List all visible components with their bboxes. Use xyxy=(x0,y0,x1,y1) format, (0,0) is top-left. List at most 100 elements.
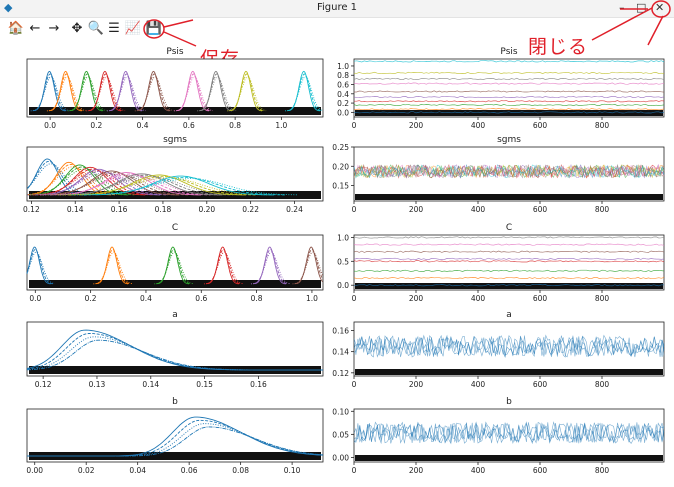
y-tick-label: 0.25 xyxy=(332,143,349,152)
subplot-sgms-density: sgms 0.12 0.14 0.16 0.18 0.20 0.22 0.24 xyxy=(23,135,324,214)
x-tick-label: 0.0 xyxy=(29,294,41,303)
divergence-rug xyxy=(29,366,321,374)
subplot-b-trace: b 0 200 400 600 800 0.00 0.05 0.10 xyxy=(332,397,665,475)
density-curve xyxy=(26,329,323,371)
x-tick-label: 0.14 xyxy=(67,205,84,214)
x-tick-label: 600 xyxy=(533,205,548,214)
trace-line xyxy=(353,334,665,358)
density-curve xyxy=(71,178,298,196)
density-curve xyxy=(26,333,323,371)
density-curve xyxy=(27,426,324,457)
x-tick-label: 0 xyxy=(352,294,357,303)
subplot-title: Psis xyxy=(166,47,183,57)
x-tick-label: 0.06 xyxy=(181,466,198,475)
density-curve xyxy=(205,249,241,285)
density-curve xyxy=(154,251,194,285)
x-tick-label: 0.18 xyxy=(155,205,172,214)
density-curve xyxy=(108,73,144,112)
subplot-psis-density: Psis 0.0 0.2 0.4 0.6 0.8 1.0 xyxy=(26,47,324,130)
density-curve xyxy=(47,176,243,196)
x-tick-label: 0 xyxy=(352,466,357,475)
subplot-title: a xyxy=(506,310,512,320)
x-tick-label: 0.08 xyxy=(232,466,249,475)
window-title: Figure 1 xyxy=(316,2,358,13)
configure-subplots-icon[interactable]: ☰ xyxy=(108,20,120,36)
x-tick-label: 0.10 xyxy=(284,466,301,475)
zoom-icon[interactable]: 🔍 xyxy=(87,20,105,36)
divergence-rug xyxy=(355,194,663,200)
density-curve xyxy=(32,73,68,112)
divergence-rug xyxy=(355,455,663,461)
forward-icon[interactable]: → xyxy=(48,20,60,36)
x-tick-label: 0.2 xyxy=(85,294,97,303)
trace-line xyxy=(353,260,665,263)
trace-line xyxy=(354,284,665,287)
density-curve xyxy=(57,177,269,196)
subplot-sgms-trace: sgms 0 200 400 600 800 0.15 0.20 0.25 xyxy=(332,135,665,214)
x-tick-label: 0 xyxy=(352,205,357,214)
home-icon[interactable]: 🏠 xyxy=(7,20,25,36)
y-tick-label: 0.14 xyxy=(332,348,349,357)
trace-line xyxy=(353,96,665,99)
app-icon: ◆ xyxy=(4,1,13,14)
density-curve xyxy=(252,249,288,285)
trace-line xyxy=(353,269,665,272)
density-curve xyxy=(32,173,197,196)
x-tick-label: 600 xyxy=(533,121,548,130)
subplot-title: Psis xyxy=(500,47,517,57)
x-tick-label: 0.15 xyxy=(196,380,213,389)
trace-line xyxy=(353,108,665,111)
x-tick-label: 0.4 xyxy=(137,121,149,130)
subplot-c-trace: C 0 200 400 600 800 0.0 0.5 1.0 xyxy=(337,223,665,303)
edit-axes-icon[interactable]: 📈 xyxy=(124,20,142,36)
subplot-title: b xyxy=(172,397,178,407)
divergence-rug xyxy=(355,110,663,116)
density-curve xyxy=(292,251,324,285)
x-tick-label: 0.22 xyxy=(242,205,259,214)
subplot-c-density: C 0.0 0.2 0.4 0.6 0.8 1.0 xyxy=(26,223,324,303)
density-curve xyxy=(26,339,323,371)
axes-frame xyxy=(353,408,665,463)
x-tick-label: 0.24 xyxy=(286,205,303,214)
x-tick-label: 0.02 xyxy=(78,466,95,475)
density-curve xyxy=(69,73,105,112)
trace-line xyxy=(353,82,665,85)
divergence-rug xyxy=(29,452,321,460)
maximize-button[interactable]: □ xyxy=(636,1,647,14)
trace-line xyxy=(354,90,665,93)
y-tick-label: 0.0 xyxy=(337,108,349,117)
x-tick-label: 800 xyxy=(595,121,610,130)
pan-icon[interactable]: ✥ xyxy=(71,20,83,36)
x-tick-label: 200 xyxy=(409,205,424,214)
x-tick-label: 400 xyxy=(471,205,486,214)
y-tick-label: 0.00 xyxy=(332,453,349,462)
x-tick-label: 0.20 xyxy=(198,205,215,214)
density-curve xyxy=(294,249,324,285)
y-tick-label: 0.10 xyxy=(332,407,349,416)
title-bar: ◆ Figure 1 – □ ✕ xyxy=(0,0,674,18)
x-tick-label: 800 xyxy=(595,294,610,303)
x-tick-label: 400 xyxy=(471,380,486,389)
trace-line xyxy=(353,163,665,179)
density-curve xyxy=(42,168,161,196)
y-tick-label: 0.15 xyxy=(332,182,349,191)
trace-line xyxy=(353,334,665,358)
subplot-title: sgms xyxy=(163,135,187,145)
x-tick-label: 0.8 xyxy=(251,294,263,303)
close-button[interactable]: ✕ xyxy=(655,1,665,14)
density-curve xyxy=(95,249,131,285)
trace-line xyxy=(354,100,665,103)
density-curve xyxy=(26,251,55,285)
minimize-button[interactable]: – xyxy=(619,1,625,14)
density-curve xyxy=(199,73,235,112)
x-tick-label: 0.4 xyxy=(140,294,152,303)
trace-line xyxy=(353,276,665,280)
density-curve xyxy=(250,251,290,285)
x-tick-label: 0.12 xyxy=(35,380,52,389)
back-icon[interactable]: ← xyxy=(29,20,41,36)
x-tick-label: 0.8 xyxy=(229,121,241,130)
y-tick-label: 0.20 xyxy=(332,162,349,171)
subplot-a-trace: a 0 200 400 600 800 0.12 0.14 0.16 xyxy=(332,310,665,389)
save-icon[interactable]: 💾 xyxy=(145,20,163,36)
